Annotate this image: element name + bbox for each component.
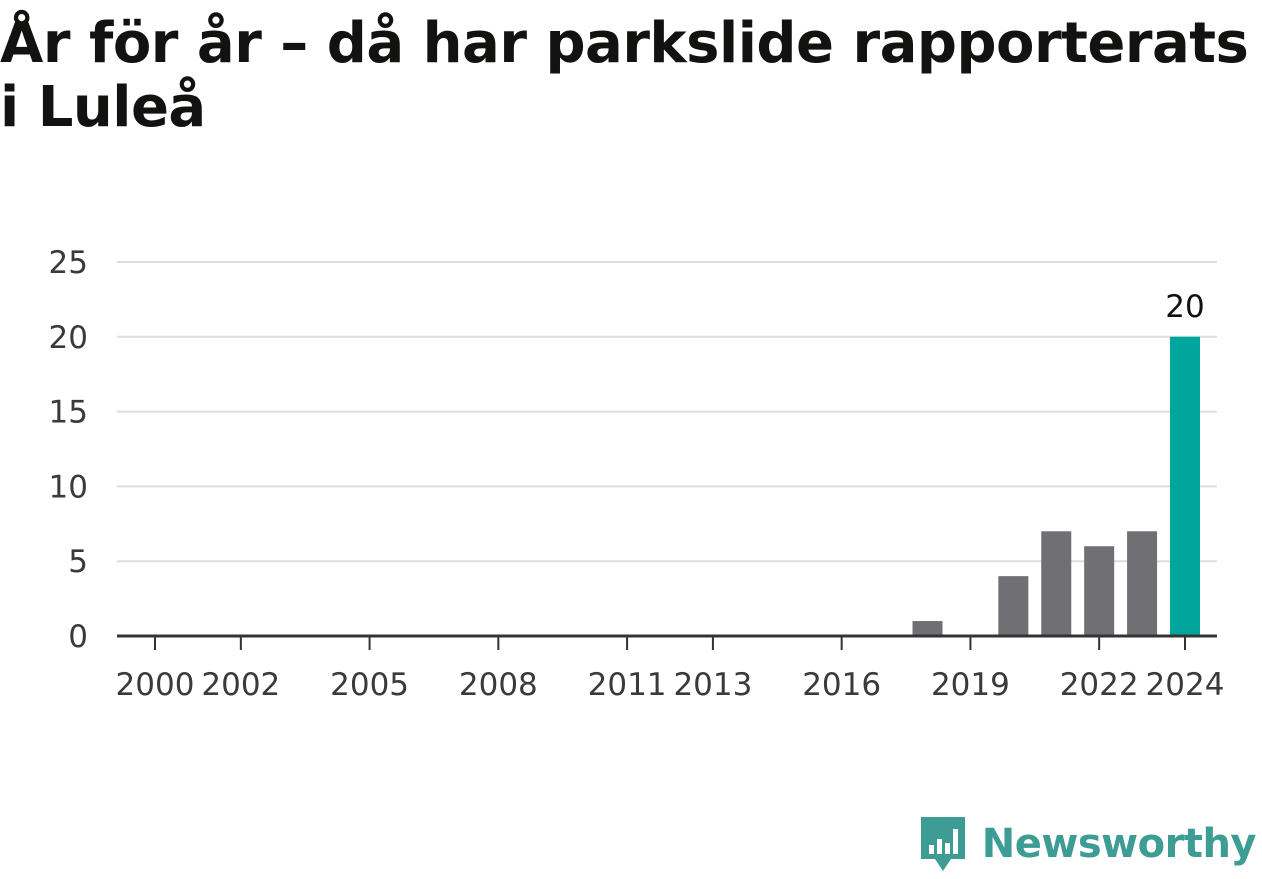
y-tick-label-20: 20 [49, 320, 88, 356]
bar-chart: 0 5 10 15 20 25 2000 2002 2005 2008 2011 2013 2016 20… [49, 245, 1225, 703]
y-tick-label-0: 0 [68, 619, 88, 655]
data-label-2024: 20 [1165, 289, 1204, 325]
x-tick-label-2022: 2022 [1060, 667, 1139, 703]
brand-name: Newsworthy [981, 821, 1257, 867]
bar-2021 [1041, 531, 1072, 636]
x-tick-label-2013: 2013 [673, 667, 752, 703]
x-tick-label-2019: 2019 [931, 667, 1010, 703]
bar-2018 [912, 621, 943, 636]
y-tick-label-15: 15 [49, 395, 88, 431]
x-tick-label-2011: 2011 [588, 667, 667, 703]
x-tick-label-2005: 2005 [330, 667, 409, 703]
x-tick-label-2024: 2024 [1146, 667, 1225, 703]
bar-2020 [998, 576, 1029, 636]
y-tick-label-25: 25 [49, 245, 88, 281]
y-tick-label-5: 5 [68, 544, 88, 580]
chart-title: År för år – då har parkslide rapporterat… [0, 11, 1249, 140]
x-tick-label-2002: 2002 [201, 667, 280, 703]
x-tick-label-2016: 2016 [802, 667, 881, 703]
bar-2024 [1170, 336, 1200, 636]
newsworthy-logo-icon [920, 817, 965, 871]
y-tick-label-10: 10 [49, 469, 88, 505]
bar-2023 [1127, 531, 1158, 636]
x-tick-label-2000: 2000 [116, 667, 195, 703]
bar-2022 [1084, 546, 1115, 636]
x-tick-label-2008: 2008 [459, 667, 538, 703]
brand-logo: Newsworthy [918, 815, 1257, 873]
